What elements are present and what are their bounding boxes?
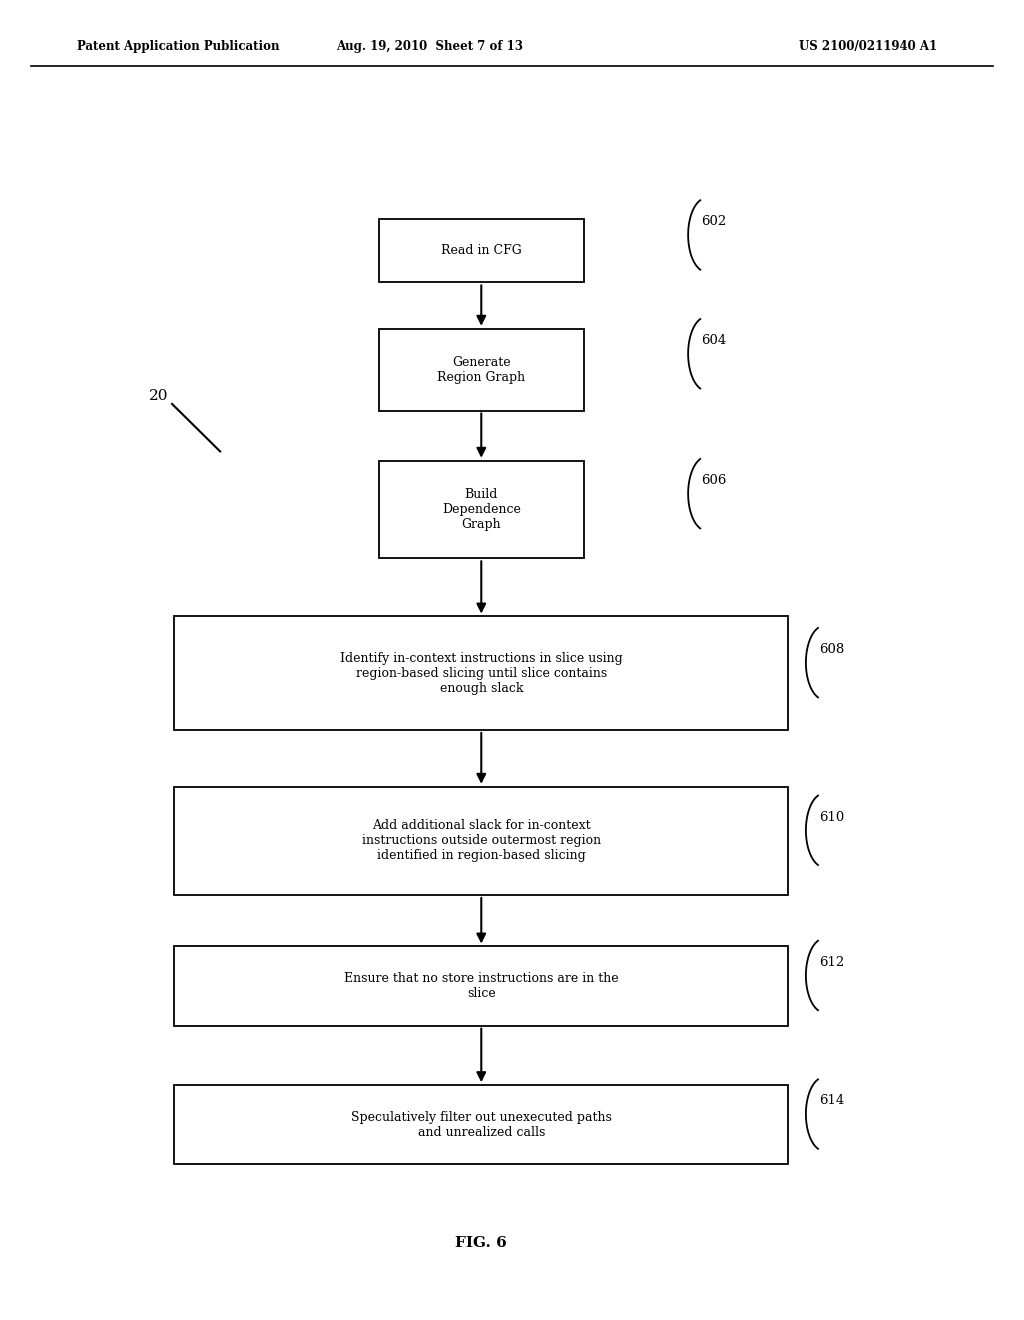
Text: 604: 604 [701,334,727,347]
Text: 612: 612 [819,956,845,969]
Text: 608: 608 [819,643,845,656]
Text: 610: 610 [819,810,845,824]
Text: 606: 606 [701,474,727,487]
FancyBboxPatch shape [379,329,584,411]
Text: 20: 20 [148,389,169,403]
FancyBboxPatch shape [379,461,584,558]
Text: Generate
Region Graph: Generate Region Graph [437,355,525,384]
Text: Add additional slack for in-context
instructions outside outermost region
identi: Add additional slack for in-context inst… [361,820,601,862]
Text: FIG. 6: FIG. 6 [456,1237,507,1250]
Text: Read in CFG: Read in CFG [441,244,521,257]
FancyBboxPatch shape [174,616,788,730]
Text: US 2100/0211940 A1: US 2100/0211940 A1 [799,40,937,53]
Text: Patent Application Publication: Patent Application Publication [77,40,280,53]
FancyBboxPatch shape [174,787,788,895]
Text: 614: 614 [819,1094,845,1107]
FancyBboxPatch shape [174,946,788,1026]
Text: Speculatively filter out unexecuted paths
and unrealized calls: Speculatively filter out unexecuted path… [351,1110,611,1139]
FancyBboxPatch shape [174,1085,788,1164]
Text: Aug. 19, 2010  Sheet 7 of 13: Aug. 19, 2010 Sheet 7 of 13 [337,40,523,53]
FancyBboxPatch shape [379,219,584,282]
Text: 602: 602 [701,215,727,228]
Text: Identify in-context instructions in slice using
region-based slicing until slice: Identify in-context instructions in slic… [340,652,623,694]
Text: Build
Dependence
Graph: Build Dependence Graph [441,488,521,531]
Text: Ensure that no store instructions are in the
slice: Ensure that no store instructions are in… [344,972,618,1001]
